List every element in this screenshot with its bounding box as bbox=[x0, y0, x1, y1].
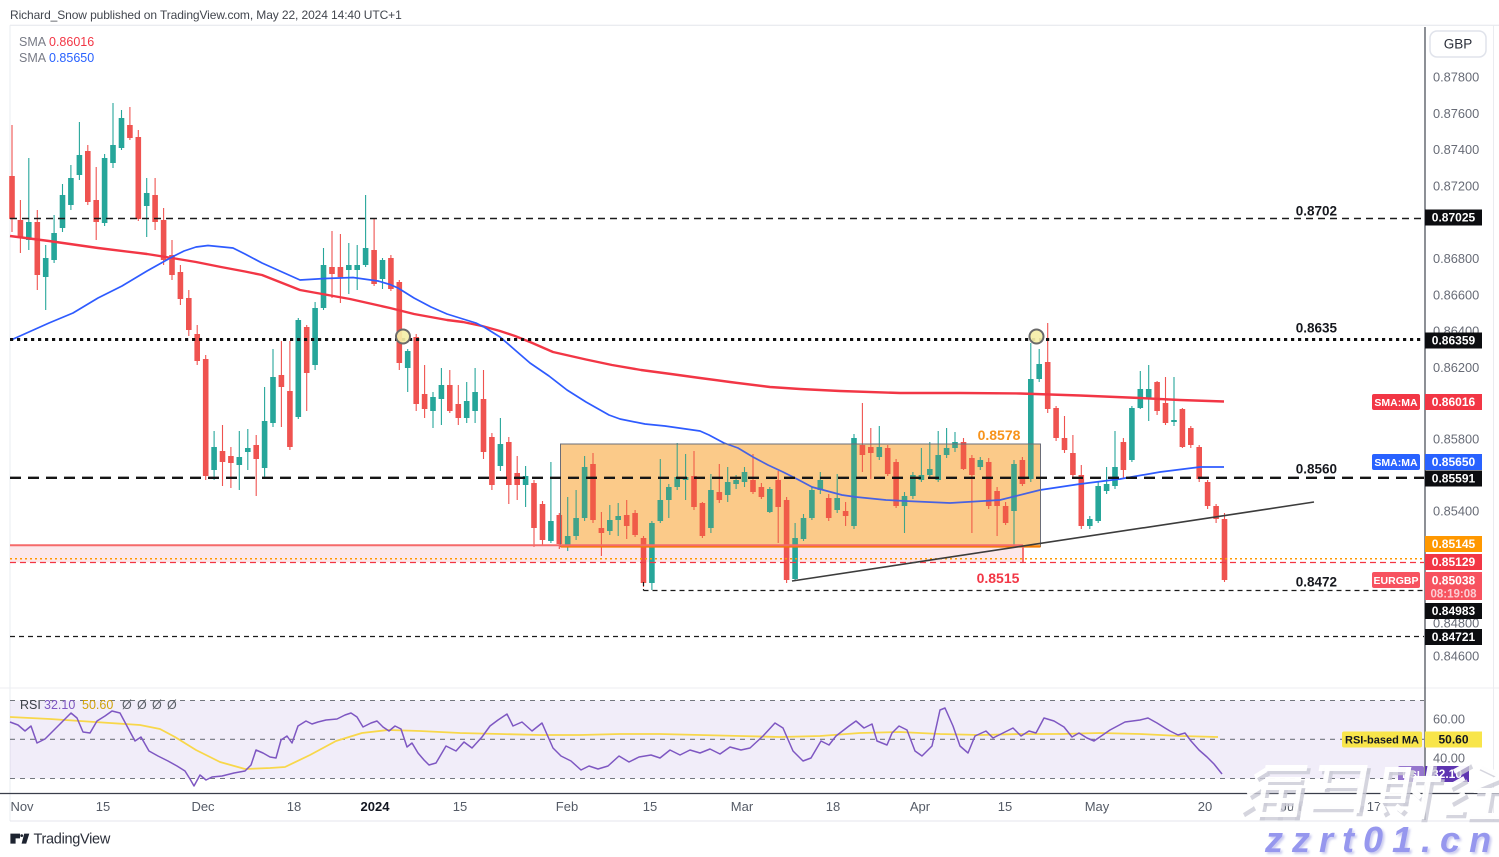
svg-text:SMA: SMA bbox=[19, 35, 47, 49]
svg-text:Dec: Dec bbox=[191, 799, 215, 814]
svg-text:17: 17 bbox=[1367, 799, 1381, 814]
svg-text:0.8578: 0.8578 bbox=[978, 427, 1021, 443]
svg-text:0.86016: 0.86016 bbox=[1432, 395, 1476, 409]
svg-text:0.8702: 0.8702 bbox=[1296, 204, 1337, 219]
svg-text:0.87400: 0.87400 bbox=[1433, 142, 1479, 157]
svg-text:Mar: Mar bbox=[731, 799, 754, 814]
svg-text:0.86800: 0.86800 bbox=[1433, 251, 1479, 266]
svg-text:0.85650: 0.85650 bbox=[49, 51, 94, 65]
svg-text:SMA:MA: SMA:MA bbox=[1374, 397, 1418, 409]
svg-text:15: 15 bbox=[998, 799, 1012, 814]
svg-text:Ø: Ø bbox=[152, 698, 162, 712]
svg-text:RSI: RSI bbox=[20, 698, 41, 712]
svg-text:Richard_Snow published on Trad: Richard_Snow published on TradingView.co… bbox=[10, 8, 402, 22]
svg-text:0.87025: 0.87025 bbox=[1432, 211, 1476, 225]
svg-text:Nov: Nov bbox=[10, 799, 34, 814]
svg-text:50.60: 50.60 bbox=[1438, 733, 1468, 747]
svg-text:Feb: Feb bbox=[556, 799, 578, 814]
svg-text:0.87200: 0.87200 bbox=[1433, 179, 1479, 194]
svg-text:40.00: 40.00 bbox=[1433, 751, 1465, 766]
svg-text:15: 15 bbox=[643, 799, 657, 814]
svg-text:18: 18 bbox=[287, 799, 301, 814]
svg-text:Ø: Ø bbox=[167, 698, 177, 712]
svg-text:zzrt01.cn: zzrt01.cn bbox=[1264, 819, 1499, 857]
svg-text:32.10: 32.10 bbox=[44, 698, 75, 712]
svg-text:15: 15 bbox=[96, 799, 110, 814]
svg-text:0.8515: 0.8515 bbox=[977, 570, 1020, 586]
svg-text:0.8635: 0.8635 bbox=[1296, 321, 1338, 336]
svg-text:0.87800: 0.87800 bbox=[1433, 70, 1479, 85]
svg-text:0.8560: 0.8560 bbox=[1296, 462, 1337, 477]
svg-text:0.84600: 0.84600 bbox=[1433, 649, 1479, 664]
svg-text:0.85400: 0.85400 bbox=[1433, 504, 1479, 519]
svg-text:15: 15 bbox=[453, 799, 467, 814]
svg-text:0.86600: 0.86600 bbox=[1433, 288, 1479, 303]
svg-text:0.86359: 0.86359 bbox=[1432, 334, 1476, 348]
svg-text:Apr: Apr bbox=[910, 799, 931, 814]
svg-text:50.60: 50.60 bbox=[82, 698, 113, 712]
svg-text:SMA:MA: SMA:MA bbox=[1374, 457, 1418, 469]
svg-text:May: May bbox=[1085, 799, 1110, 814]
svg-text:20: 20 bbox=[1198, 799, 1212, 814]
svg-text:0.85591: 0.85591 bbox=[1432, 472, 1476, 486]
svg-text:60.00: 60.00 bbox=[1433, 712, 1465, 727]
svg-text:0.85650: 0.85650 bbox=[1432, 455, 1476, 469]
svg-text:0.85129: 0.85129 bbox=[1432, 555, 1476, 569]
svg-text:08:19:08: 08:19:08 bbox=[1430, 589, 1477, 601]
svg-text:0.84721: 0.84721 bbox=[1432, 630, 1476, 644]
svg-text:SMA: SMA bbox=[19, 51, 47, 65]
svg-text:GBP: GBP bbox=[1444, 37, 1473, 52]
svg-text:0.86016: 0.86016 bbox=[49, 35, 94, 49]
svg-text:0.85038: 0.85038 bbox=[1432, 574, 1476, 588]
svg-text:Ø: Ø bbox=[122, 698, 132, 712]
svg-text:Ø: Ø bbox=[137, 698, 147, 712]
svg-text:RSI-based MA: RSI-based MA bbox=[1345, 734, 1419, 746]
svg-text:0.86200: 0.86200 bbox=[1433, 360, 1479, 375]
svg-text:0.84800: 0.84800 bbox=[1433, 616, 1479, 631]
svg-text:TradingView: TradingView bbox=[34, 832, 111, 848]
svg-text:2024: 2024 bbox=[361, 799, 391, 814]
svg-text:EURGBP: EURGBP bbox=[1374, 575, 1419, 587]
svg-text:0.84983: 0.84983 bbox=[1432, 604, 1476, 618]
svg-text:0.87600: 0.87600 bbox=[1433, 106, 1479, 121]
svg-text:0.85800: 0.85800 bbox=[1433, 432, 1479, 447]
svg-text:0.8472: 0.8472 bbox=[1296, 575, 1337, 590]
svg-text:0.85145: 0.85145 bbox=[1432, 537, 1476, 551]
svg-text:18: 18 bbox=[826, 799, 840, 814]
